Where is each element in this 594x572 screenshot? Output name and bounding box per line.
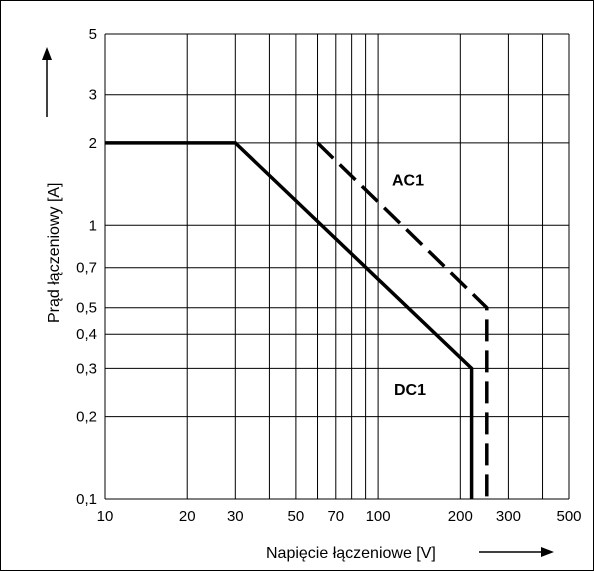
- x-tick-label: 10: [97, 508, 114, 525]
- y-tick-label: 0,5: [76, 300, 97, 317]
- y-tick-label: 0,7: [76, 260, 97, 277]
- grid: [104, 33, 570, 500]
- y-axis-arrow-head: [42, 47, 52, 60]
- series-line-ac1: [316, 141, 489, 499]
- series-label-ac1: AC1: [392, 172, 424, 189]
- y-tick-label: 0,2: [76, 409, 97, 426]
- x-tick-label: 30: [227, 508, 244, 525]
- y-tick-label: 5: [89, 26, 97, 43]
- y-tick-label: 0,1: [76, 491, 97, 508]
- series-line-dc1: [105, 141, 474, 499]
- x-tick-label: 70: [327, 508, 344, 525]
- x-axis-label: Napięcie łączeniowe [V]: [266, 545, 436, 562]
- y-axis-label: Prąd łączeniowy [A]: [46, 182, 63, 323]
- x-tick-label: 20: [179, 508, 196, 525]
- x-tick-label: 500: [556, 508, 581, 525]
- series-label-dc1: DC1: [394, 382, 426, 399]
- y-tick-label: 0,3: [76, 360, 97, 377]
- x-axis-arrow-head: [541, 547, 554, 557]
- y-tick-label: 1: [89, 217, 97, 234]
- y-tick-label: 2: [89, 135, 97, 152]
- y-tick-label: 0,4: [76, 326, 97, 343]
- y-tick-label: 3: [89, 87, 97, 104]
- x-tick-label: 100: [366, 508, 391, 525]
- series-layer: [105, 141, 489, 499]
- x-tick-label: 300: [496, 508, 521, 525]
- tick-labels: 10 20 30 50 70 100 200 300 500 0,1 0,2 0,3 0,4 0,5 0,7…: [76, 26, 581, 525]
- series-labels: AC1 DC1: [392, 172, 426, 399]
- x-tick-label: 200: [448, 508, 473, 525]
- x-tick-label: 50: [288, 508, 305, 525]
